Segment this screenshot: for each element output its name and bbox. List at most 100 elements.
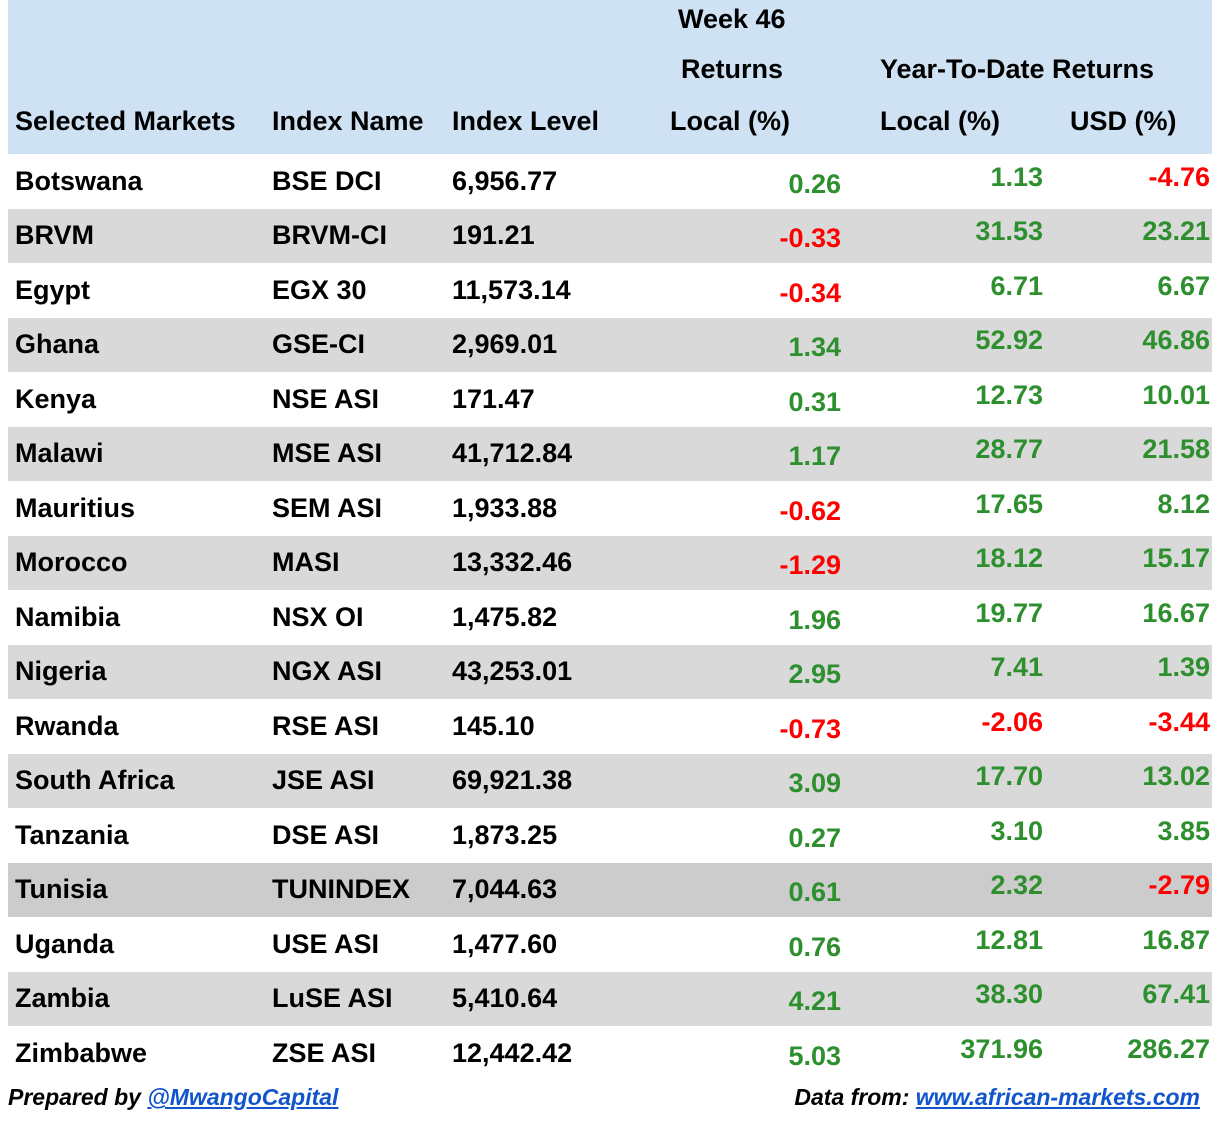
col-header-index: Index Name [272,106,424,136]
market-cell: Nigeria [15,656,107,687]
index-name-cell: JSE ASI [272,765,375,796]
table-row: Botswana BSE DCI 6,956.77 0.26 1.13 -4.76 [8,154,1212,209]
market-cell: Tunisia [15,874,108,905]
index-level-cell: 11,573.14 [452,274,571,305]
table-row: Ghana GSE-CI 2,969.01 1.34 52.92 46.86 [8,317,1212,372]
prepared-label: Prepared by [8,1084,148,1110]
week-return-cell: -0.33 [779,223,841,254]
week-return-cell: 0.26 [788,168,841,199]
index-name-cell: BRVM-CI [272,220,388,251]
table-row: Zimbabwe ZSE ASI 12,442.42 5.03 371.96 286.27 [8,1026,1212,1081]
index-name-cell: NSX OI [272,601,364,632]
ytd-local-cell: 371.96 [960,1033,1043,1064]
table-row: Mauritius SEM ASI 1,933.88 -0.62 17.65 8.12 [8,481,1212,536]
market-cell: Tanzania [15,819,129,850]
week-return-cell: 3.09 [788,768,841,799]
ytd-local-cell: 19.77 [975,597,1043,628]
market-cell: Egypt [15,274,91,305]
ytd-usd-cell: 16.87 [1142,924,1210,955]
index-name-cell: MASI [272,547,340,578]
ytd-header: Year-To-Date Returns [880,54,1155,84]
ytd-usd-cell: -3.44 [1148,706,1210,737]
ytd-local-cell: 17.65 [975,488,1043,519]
index-level-cell: 13,332.46 [452,547,573,578]
market-cell: Kenya [15,383,97,414]
ytd-usd-cell: 1.39 [1157,652,1210,683]
ytd-usd-cell: 3.85 [1157,815,1210,846]
market-cell: Morocco [15,547,128,578]
ytd-local-cell: 12.73 [975,379,1043,410]
ytd-usd-cell: 23.21 [1142,216,1210,247]
ytd-usd-cell: 286.27 [1127,1033,1210,1064]
index-name-cell: DSE ASI [272,819,380,850]
col-header-week-local: Local (%) [670,106,791,136]
week-return-cell: -0.34 [779,277,841,308]
source-link[interactable]: www.african-markets.com [915,1084,1200,1110]
week-return-cell: 0.61 [788,877,841,908]
ytd-usd-cell: 67.41 [1142,979,1210,1010]
index-name-cell: BSE DCI [272,165,382,196]
index-level-cell: 7,044.63 [452,874,558,905]
source-label: Data from: [794,1084,916,1110]
index-name-cell: RSE ASI [272,710,380,741]
ytd-usd-cell: -2.79 [1148,870,1210,901]
week-return-cell: -0.73 [779,713,841,744]
week-return-cell: 0.31 [788,386,841,417]
prepared-handle-link[interactable]: @MwangoCapital [147,1084,339,1110]
index-level-cell: 1,477.60 [452,928,558,959]
index-name-cell: NSE ASI [272,383,380,414]
index-level-cell: 43,253.01 [452,656,573,687]
index-level-cell: 1,475.82 [452,601,558,632]
week-return-cell: 0.27 [788,822,841,853]
col-header-level: Index Level [452,106,600,136]
index-level-cell: 191.21 [452,220,535,251]
week-header-line1: Week 46 [678,4,786,34]
table-row: Namibia NSX OI 1,475.82 1.96 19.77 16.67 [8,590,1212,645]
table-row: Nigeria NGX ASI 43,253.01 2.95 7.41 1.39 [8,644,1212,699]
index-level-cell: 171.47 [452,383,535,414]
ytd-usd-cell: 16.67 [1142,597,1210,628]
footer: Prepared by @MwangoCapital Data from: ww… [8,1080,1200,1116]
table-row: Egypt EGX 30 11,573.14 -0.34 6.71 6.67 [8,263,1212,318]
index-name-cell: LuSE ASI [272,983,393,1014]
week-return-cell: 1.17 [788,441,841,472]
table-row: Morocco MASI 13,332.46 -1.29 18.12 15.17 [8,535,1212,590]
index-name-cell: SEM ASI [272,492,383,523]
index-level-cell: 2,969.01 [452,329,558,360]
ytd-usd-cell: 8.12 [1157,488,1210,519]
index-level-cell: 6,956.77 [452,165,558,196]
index-name-cell: GSE-CI [272,329,366,360]
ytd-local-cell: -2.06 [981,706,1043,737]
col-header-market: Selected Markets [15,106,236,136]
index-level-cell: 1,933.88 [452,492,558,523]
index-level-cell: 69,921.38 [452,765,573,796]
ytd-local-cell: 52.92 [975,325,1043,356]
table-row: Kenya NSE ASI 171.47 0.31 12.73 10.01 [8,372,1212,427]
market-cell: South Africa [15,765,175,796]
ytd-usd-cell: 15.17 [1142,543,1210,574]
index-name-cell: MSE ASI [272,438,383,469]
ytd-usd-cell: 46.86 [1142,325,1210,356]
market-cell: Uganda [15,928,115,959]
index-name-cell: NGX ASI [272,656,383,687]
ytd-local-cell: 7.41 [990,652,1043,683]
table-row: South Africa JSE ASI 69,921.38 3.09 17.70 13.… [8,753,1212,808]
week-return-cell: 5.03 [788,1040,841,1071]
market-cell: Botswana [15,165,143,196]
week-return-cell: 2.95 [788,659,841,690]
ytd-local-cell: 28.77 [975,434,1043,465]
table-header: Week 46 Returns Year-To-Date Returns Sel… [8,0,1212,154]
table-row: Tanzania DSE ASI 1,873.25 0.27 3.10 3.85 [8,808,1212,863]
ytd-local-cell: 31.53 [975,216,1043,247]
table-row: BRVM BRVM-CI 191.21 -0.33 31.53 23.21 [8,208,1212,263]
ytd-local-cell: 2.32 [990,870,1043,901]
market-cell: BRVM [15,220,95,251]
index-name-cell: USE ASI [272,928,380,959]
index-level-cell: 5,410.64 [452,983,558,1014]
market-cell: Namibia [15,601,121,632]
col-header-ytd-usd: USD (%) [1070,106,1177,136]
week-return-cell: 1.34 [788,332,841,363]
ytd-local-cell: 1.13 [990,161,1043,192]
ytd-local-cell: 38.30 [975,979,1043,1010]
ytd-local-cell: 17.70 [975,761,1043,792]
